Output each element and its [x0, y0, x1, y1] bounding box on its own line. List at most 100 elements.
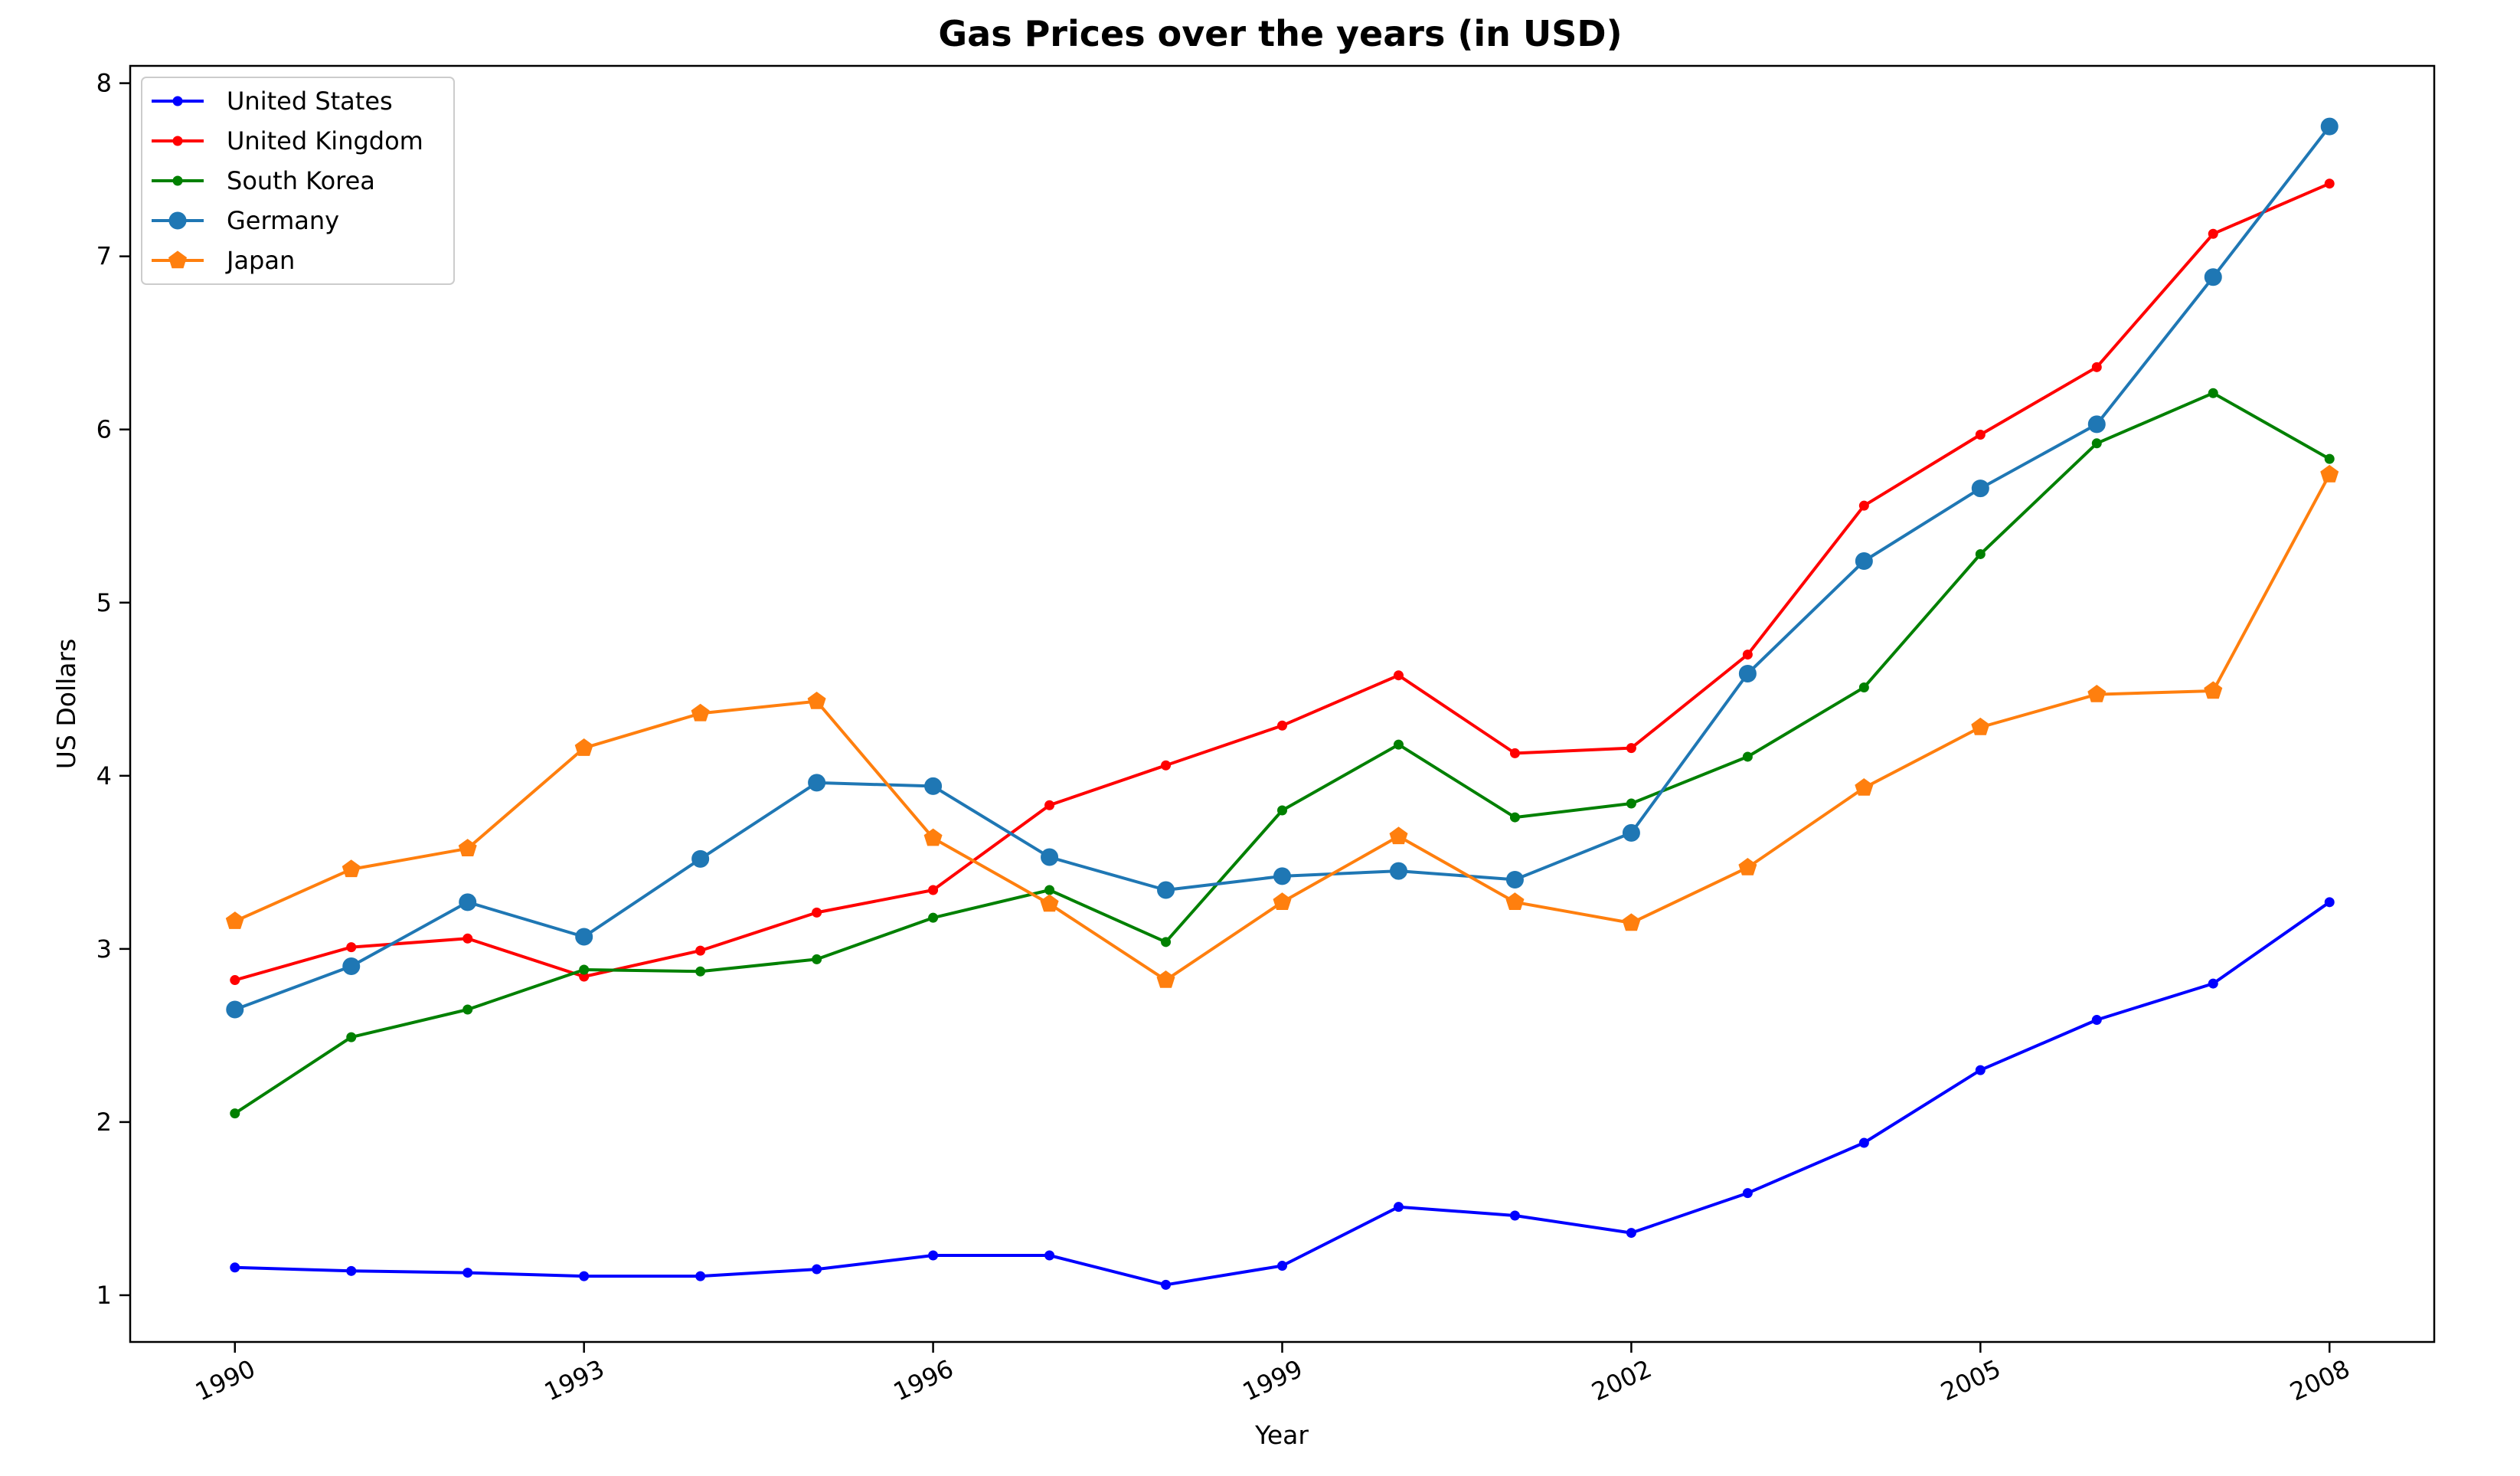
data-point — [2204, 681, 2223, 699]
data-point — [1393, 739, 1404, 750]
data-point — [1393, 670, 1404, 681]
data-point — [691, 849, 710, 868]
data-point — [812, 907, 822, 918]
series-germany — [226, 117, 2339, 1019]
data-point — [691, 703, 710, 722]
data-point — [1273, 892, 1292, 910]
data-point — [2324, 178, 2335, 189]
data-point — [2324, 897, 2335, 908]
data-point — [1505, 870, 1524, 889]
data-point — [1971, 479, 1989, 498]
data-point — [1156, 970, 1175, 988]
data-point — [1975, 548, 1986, 559]
data-point — [2208, 228, 2218, 239]
data-point — [462, 933, 473, 944]
data-point — [928, 1250, 939, 1261]
plot-area — [225, 117, 2339, 1290]
data-point — [1626, 743, 1636, 754]
series-japan — [225, 464, 2339, 988]
data-point — [1161, 1279, 1172, 1290]
data-point — [1858, 682, 1869, 693]
y-tick-label: 5 — [96, 588, 112, 617]
legend-entry: United Kingdom — [152, 126, 423, 155]
legend-label: United Kingdom — [227, 126, 423, 155]
data-point — [808, 774, 826, 792]
legend-marker — [168, 250, 187, 269]
data-point — [342, 859, 361, 878]
data-point — [2204, 268, 2222, 286]
legend-label: Japan — [225, 246, 295, 275]
data-point — [928, 885, 939, 895]
legend-entry: United States — [152, 87, 393, 116]
chart-title: Gas Prices over the years (in USD) — [938, 13, 1622, 54]
data-point — [1855, 552, 1873, 571]
data-point — [1041, 848, 1059, 866]
data-point — [1277, 805, 1287, 816]
data-point — [1622, 823, 1640, 842]
data-point — [812, 954, 822, 964]
data-point — [2087, 415, 2106, 434]
data-point — [462, 1268, 473, 1278]
data-point — [2091, 362, 2102, 372]
data-point — [458, 839, 477, 856]
data-point — [1858, 500, 1869, 511]
data-point — [346, 942, 357, 953]
data-point — [230, 975, 240, 986]
data-point — [1389, 826, 1408, 845]
data-point — [1161, 937, 1172, 947]
legend-label: South Korea — [227, 166, 375, 195]
data-point — [1044, 885, 1055, 895]
data-point — [1157, 881, 1175, 899]
data-point — [226, 1000, 244, 1019]
series-south-korea — [230, 388, 2335, 1119]
legend-box — [141, 77, 455, 285]
data-point — [1738, 664, 1757, 682]
data-point — [1626, 798, 1636, 809]
data-point — [1855, 777, 1874, 796]
data-point — [695, 1271, 706, 1281]
data-point — [2320, 464, 2339, 483]
data-point — [1505, 892, 1525, 910]
x-axis-label: Year — [1254, 1420, 1309, 1450]
data-point — [579, 964, 590, 975]
data-point — [1509, 1210, 1520, 1221]
y-tick-label: 2 — [96, 1108, 112, 1137]
data-point — [1975, 429, 1986, 440]
y-tick-label: 4 — [96, 761, 112, 790]
y-tick-label: 7 — [96, 242, 112, 271]
legend-entry: Germany — [152, 206, 339, 235]
y-tick-label: 3 — [96, 934, 112, 964]
data-point — [695, 966, 706, 977]
data-point — [1277, 1261, 1287, 1271]
data-point — [2208, 388, 2218, 398]
data-point — [1044, 1250, 1055, 1261]
data-point — [462, 1004, 473, 1015]
data-point — [1622, 913, 1641, 931]
y-tick-label: 8 — [96, 69, 112, 98]
data-point — [574, 738, 593, 756]
data-point — [928, 912, 939, 923]
data-point — [1742, 650, 1753, 660]
legend-label: United States — [227, 87, 393, 116]
data-point — [346, 1032, 357, 1042]
data-point — [1273, 867, 1291, 885]
data-point — [1040, 894, 1059, 912]
y-tick-label: 1 — [96, 1281, 112, 1310]
data-point — [1509, 812, 1520, 823]
data-point — [230, 1108, 240, 1119]
data-point — [346, 1265, 357, 1276]
legend-marker — [168, 211, 187, 230]
data-point — [1044, 800, 1055, 810]
legend-entry: Japan — [152, 246, 295, 275]
data-point — [1971, 717, 1990, 735]
data-point — [695, 945, 706, 956]
data-point — [459, 893, 477, 911]
data-point — [2324, 453, 2335, 464]
data-point — [1389, 862, 1407, 880]
data-point — [2091, 1015, 2102, 1026]
legend-label: Germany — [227, 206, 339, 235]
data-point — [924, 777, 943, 795]
data-point — [230, 1262, 240, 1273]
